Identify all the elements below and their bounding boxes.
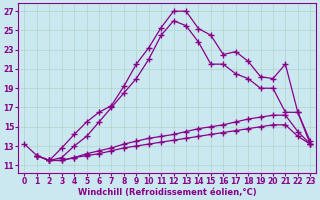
X-axis label: Windchill (Refroidissement éolien,°C): Windchill (Refroidissement éolien,°C) — [78, 188, 257, 197]
